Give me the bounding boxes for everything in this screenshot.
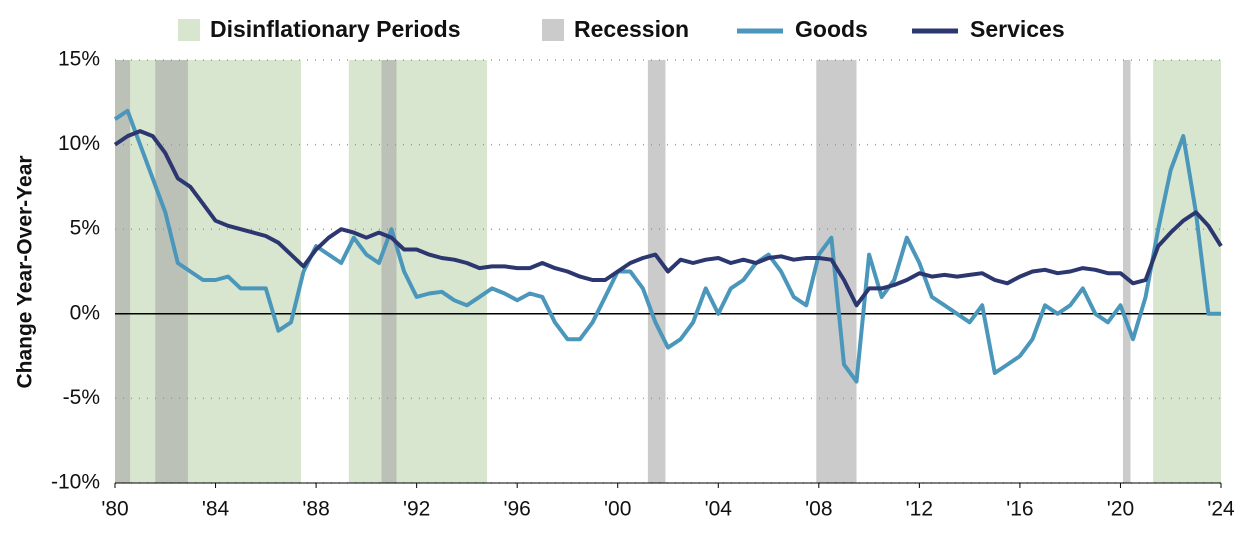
legend-swatch [178,19,200,41]
x-tick-label: '96 [503,498,530,521]
series-line [113,129,1223,308]
legend-swatch [542,19,564,41]
x-tick-label: '80 [101,498,128,521]
legend-label: Disinflationary Periods [210,16,461,42]
x-tick-label: '84 [202,498,230,521]
y-tick-label: 5% [70,217,100,240]
legend-label: Goods [795,16,868,42]
x-tick-label: '24 [1207,498,1235,521]
x-tick-label: '08 [805,498,832,521]
x-tick-label: '12 [906,498,933,521]
shaded-period [1153,60,1221,483]
shaded-period [115,60,131,483]
x-tick-label: '92 [403,498,430,521]
shaded-period [348,60,488,483]
shaded-period [1122,60,1131,483]
x-tick-label: '04 [705,498,733,521]
y-tick-label: 0% [70,301,100,324]
shaded-period [115,60,302,483]
x-tick-label: '16 [1006,498,1033,521]
y-tick-label: -10% [51,471,100,494]
legend-label: Services [970,16,1065,42]
y-axis-label: Change Year-Over-Year [14,155,37,388]
shaded-period [647,60,666,483]
shaded-period [381,60,397,483]
series-line [113,108,1221,384]
y-tick-label: 10% [58,132,100,155]
legend-label: Recession [574,16,689,42]
x-tick-label: '00 [604,498,631,521]
x-tick-label: '20 [1107,498,1134,521]
shaded-period [155,60,188,483]
y-tick-label: 15% [58,48,100,71]
x-tick-label: '88 [302,498,329,521]
y-tick-label: -5% [63,386,100,409]
